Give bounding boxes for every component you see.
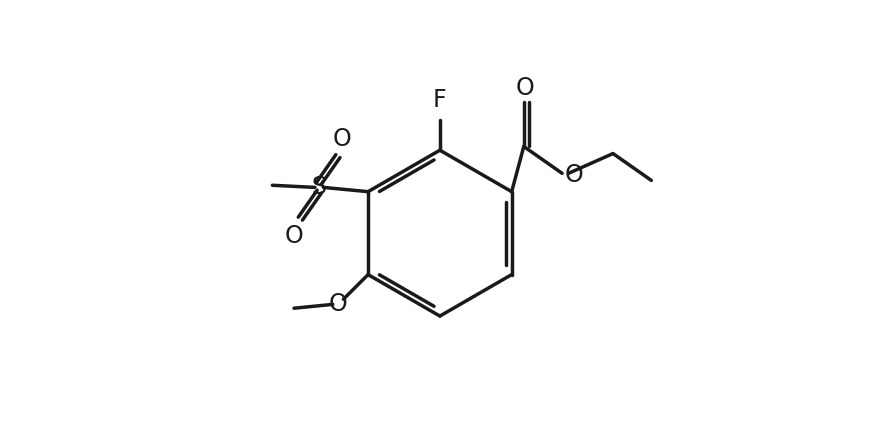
Text: O: O [332,127,351,151]
Text: F: F [433,88,446,112]
Text: O: O [564,163,583,187]
Text: O: O [329,292,347,316]
Text: O: O [285,224,303,248]
Text: O: O [515,76,535,100]
Text: S: S [312,175,327,199]
